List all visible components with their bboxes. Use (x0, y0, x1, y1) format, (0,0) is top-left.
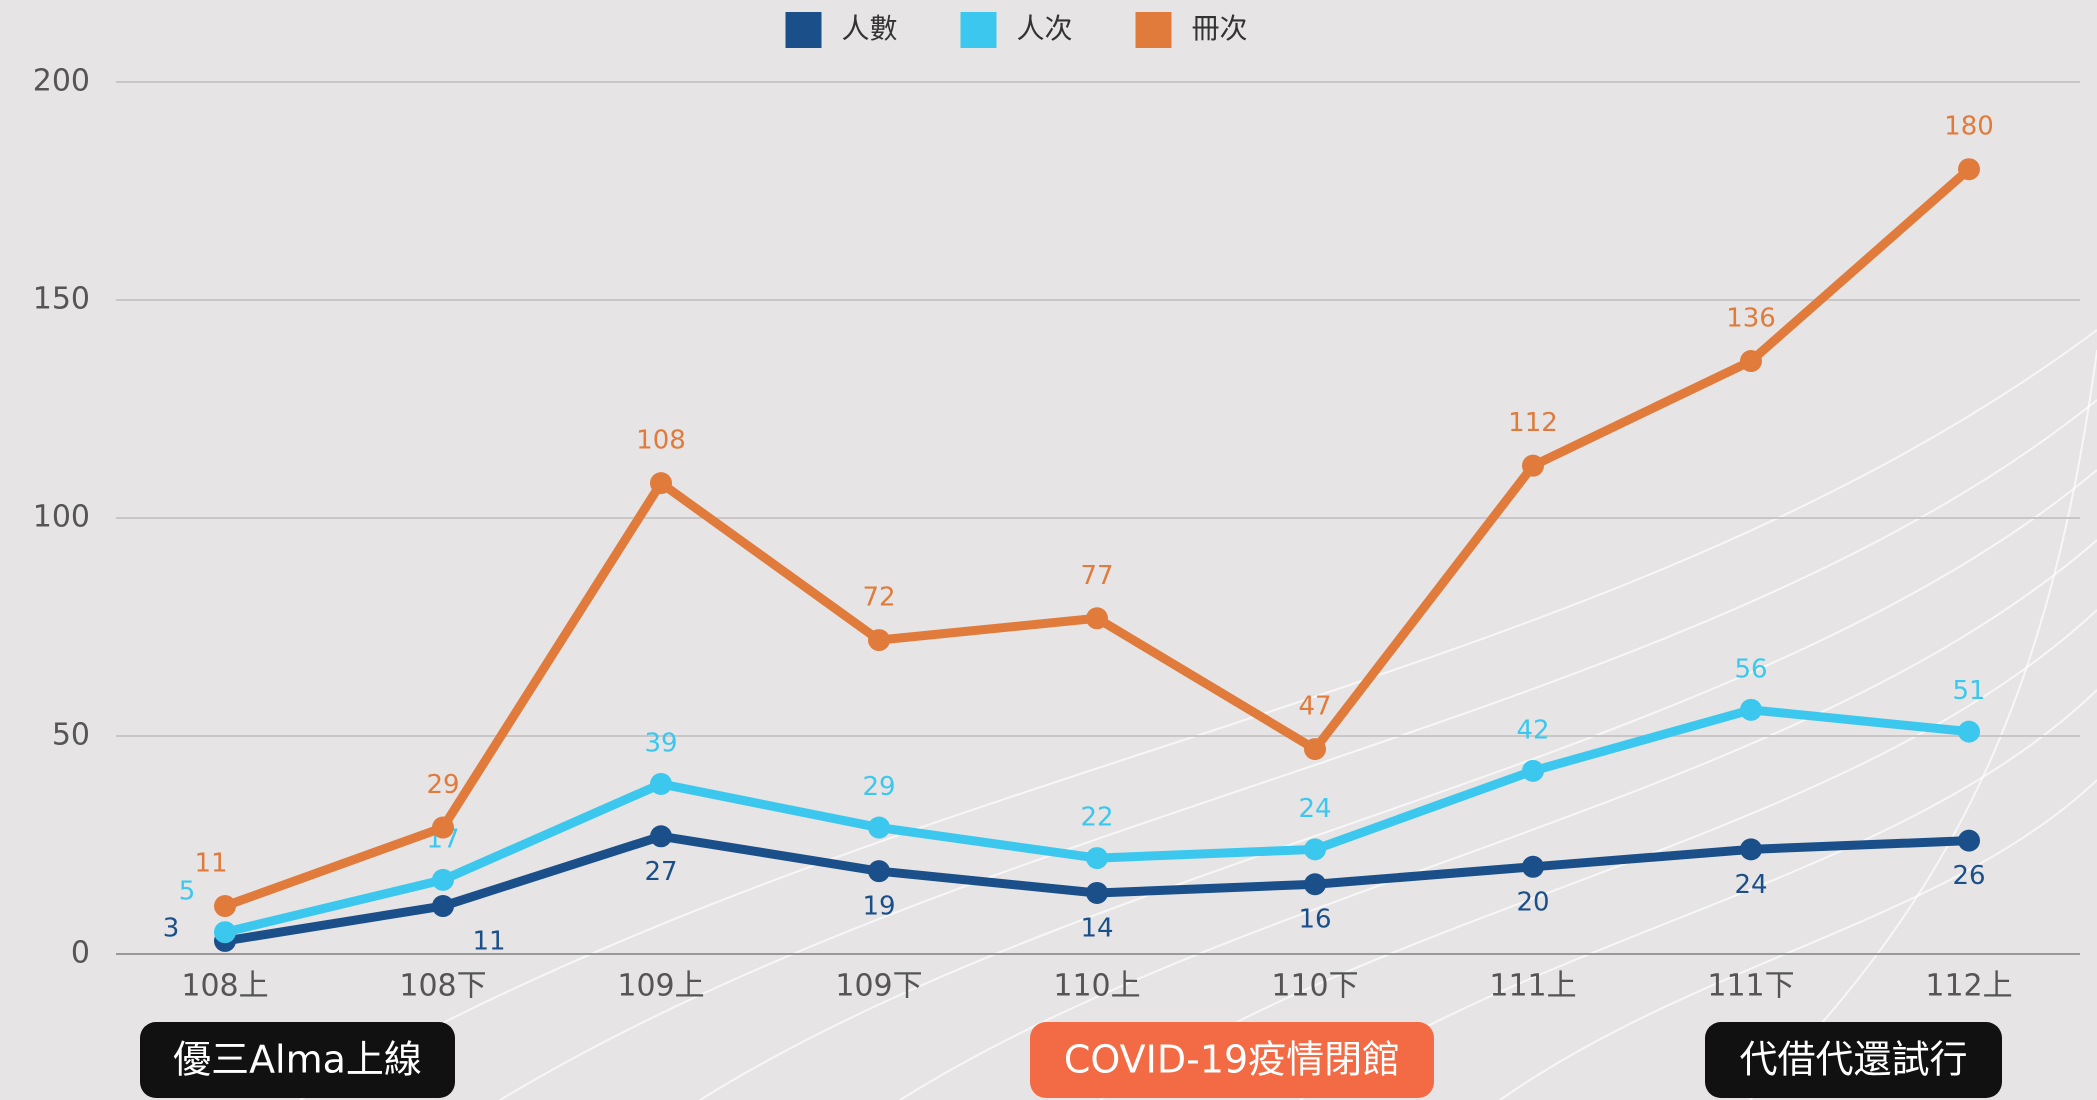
y-tick-label: 200 (33, 64, 90, 99)
point (432, 895, 454, 918)
series: 3 11 27 19 14 16 20 24 26 (163, 825, 1986, 957)
point (1522, 454, 1544, 477)
point (868, 816, 890, 839)
annotation: 代借代還試行 (1739, 1038, 1967, 1082)
annotation-box (1030, 1022, 1434, 1098)
data-label: 27 (644, 857, 677, 887)
data-label: 136 (1726, 304, 1776, 334)
point (650, 825, 672, 848)
point (214, 895, 236, 918)
point (1086, 881, 1108, 904)
point (432, 816, 454, 839)
data-label: 20 (1516, 887, 1549, 917)
legend-label: 冊次 (1192, 12, 1248, 45)
annotation: 優三Alma上線 (173, 1038, 422, 1082)
data-label: 22 (1080, 803, 1113, 833)
point (1522, 855, 1544, 878)
data-label: 26 (1952, 861, 1985, 891)
legend-label: 人次 (1017, 12, 1073, 45)
data-label: 180 (1944, 112, 1994, 142)
data-label: 29 (862, 772, 895, 802)
data-label: 47 (1298, 692, 1331, 722)
series: 11 29 108 72 77 47 112 136 180 (194, 112, 1994, 918)
point (1958, 720, 1980, 743)
annotation: COVID-19疫情閉館 (1064, 1038, 1400, 1082)
x-tick-label: 110下 (1271, 969, 1358, 1004)
data-label: 56 (1734, 654, 1767, 684)
data-label: 11 (472, 927, 505, 957)
y-tick-label: 50 (52, 718, 90, 753)
data-label: 108 (636, 426, 686, 456)
annotation-box (1705, 1022, 2002, 1098)
point (1304, 738, 1326, 761)
data-label: 112 (1508, 408, 1558, 438)
x-tick-label: 111下 (1707, 969, 1794, 1004)
point (1740, 838, 1762, 861)
point (650, 772, 672, 795)
data-label: 14 (1080, 913, 1113, 943)
legend-swatch (1135, 12, 1172, 48)
legend-swatch (785, 12, 822, 48)
data-label: 24 (1298, 794, 1331, 824)
data-label: 24 (1734, 870, 1767, 900)
point (1086, 847, 1108, 870)
legend-label: 人數 (842, 12, 898, 45)
data-label: 42 (1516, 715, 1549, 745)
point (1740, 698, 1762, 721)
x-tick-label: 108上 (181, 969, 268, 1004)
point (1304, 838, 1326, 861)
x-tick-label: 112上 (1925, 969, 2012, 1004)
x-tick-label: 110上 (1053, 969, 1140, 1004)
point (868, 629, 890, 652)
data-label: 11 (194, 849, 227, 879)
x-tick-label: 109下 (835, 969, 922, 1004)
data-label: 5 (179, 877, 196, 907)
point (432, 868, 454, 891)
data-label: 72 (862, 583, 895, 613)
data-label: 39 (644, 728, 677, 758)
data-label: 16 (1298, 905, 1331, 935)
data-label: 77 (1080, 561, 1113, 591)
y-tick-label: 100 (33, 500, 90, 535)
data-label: 51 (1952, 676, 1985, 706)
data-label: 3 (163, 913, 180, 943)
point (1740, 350, 1762, 373)
point (868, 860, 890, 883)
y-tick-label: 150 (33, 282, 90, 317)
x-tick-label: 108下 (399, 969, 486, 1004)
data-label: 19 (862, 892, 895, 922)
point (650, 472, 672, 495)
data-label: 29 (426, 770, 459, 800)
x-tick-label: 111上 (1489, 969, 1576, 1004)
point (1304, 873, 1326, 896)
x-tick-label: 109上 (617, 969, 704, 1004)
annotation-box (140, 1022, 455, 1098)
point (1522, 759, 1544, 782)
point (1958, 829, 1980, 852)
point (214, 921, 236, 944)
legend-swatch (960, 12, 997, 48)
point (1086, 607, 1108, 630)
point (1958, 158, 1980, 181)
y-tick-label: 0 (71, 936, 90, 971)
